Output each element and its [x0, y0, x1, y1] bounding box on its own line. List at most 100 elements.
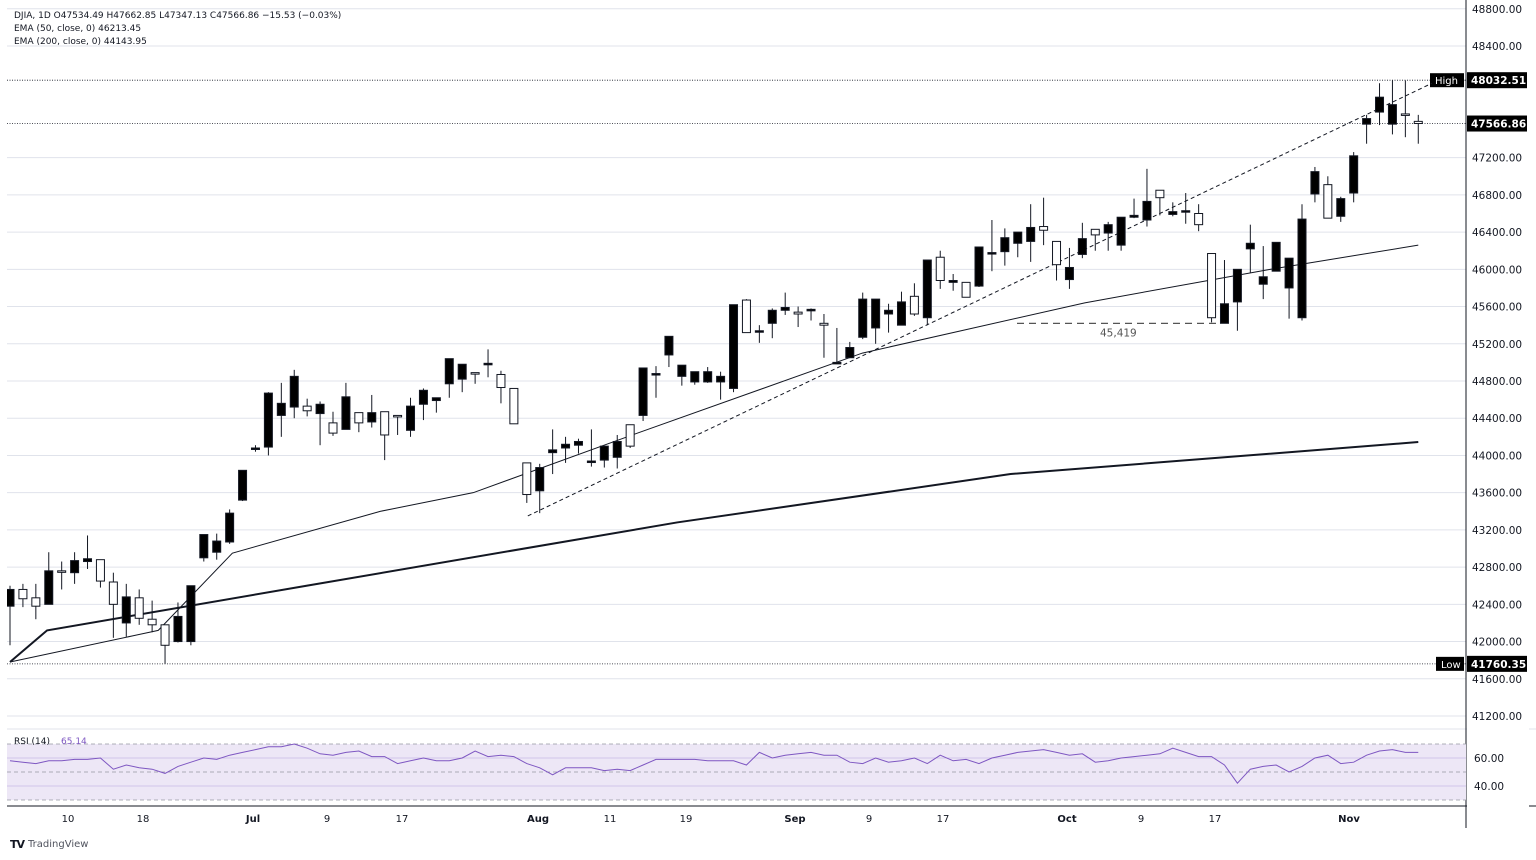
- candle[interactable]: [315, 403, 325, 415]
- candle[interactable]: [173, 615, 183, 643]
- candle[interactable]: [44, 570, 54, 605]
- candle[interactable]: [328, 422, 338, 434]
- candle[interactable]: [806, 308, 816, 312]
- candle[interactable]: [483, 362, 493, 366]
- candle[interactable]: [238, 469, 248, 501]
- candle[interactable]: [1194, 213, 1204, 226]
- candle[interactable]: [18, 588, 28, 600]
- candle[interactable]: [470, 372, 480, 375]
- candle[interactable]: [1013, 231, 1023, 244]
- candle[interactable]: [1387, 104, 1397, 125]
- candle[interactable]: [57, 570, 67, 573]
- candle[interactable]: [677, 364, 687, 377]
- candle[interactable]: [1219, 303, 1229, 324]
- candle[interactable]: [1258, 276, 1268, 285]
- candle[interactable]: [509, 387, 519, 425]
- candle[interactable]: [548, 449, 558, 454]
- candle[interactable]: [974, 246, 984, 287]
- candle[interactable]: [716, 375, 726, 383]
- candle[interactable]: [1103, 224, 1113, 234]
- candle[interactable]: [225, 512, 235, 543]
- candle[interactable]: [1168, 211, 1178, 215]
- candle[interactable]: [741, 299, 751, 334]
- candle[interactable]: [31, 597, 41, 607]
- tradingview-footer[interactable]: TV TradingView: [10, 838, 88, 851]
- candle[interactable]: [935, 256, 945, 282]
- candle[interactable]: [896, 301, 906, 326]
- candle[interactable]: [444, 358, 454, 385]
- candle[interactable]: [95, 559, 105, 582]
- candle[interactable]: [380, 411, 390, 436]
- candle[interactable]: [780, 306, 790, 311]
- candle[interactable]: [1129, 214, 1139, 218]
- candle[interactable]: [535, 467, 545, 492]
- candle[interactable]: [1245, 242, 1255, 250]
- candle[interactable]: [1077, 238, 1087, 255]
- candle[interactable]: [302, 405, 312, 412]
- candle[interactable]: [1064, 266, 1074, 281]
- candlestick-chart[interactable]: 48800.00 48400.00 47200.00 46800.00 46400.00…: [7, 0, 1536, 835]
- candle[interactable]: [1026, 226, 1036, 242]
- candle[interactable]: [496, 373, 506, 389]
- candle[interactable]: [664, 335, 674, 356]
- candle[interactable]: [250, 447, 260, 450]
- candle[interactable]: [1090, 228, 1100, 236]
- candle[interactable]: [948, 280, 958, 283]
- candle[interactable]: [871, 298, 881, 329]
- candle[interactable]: [1232, 268, 1242, 303]
- candle[interactable]: [406, 405, 416, 431]
- candle[interactable]: [134, 597, 144, 619]
- candle[interactable]: [1310, 171, 1320, 195]
- candle[interactable]: [431, 397, 441, 402]
- candle[interactable]: [922, 259, 932, 319]
- candle[interactable]: [160, 624, 170, 646]
- candle[interactable]: [263, 392, 273, 448]
- candle[interactable]: [212, 540, 222, 553]
- candle[interactable]: [1207, 253, 1217, 319]
- candle[interactable]: [832, 361, 842, 365]
- candle[interactable]: [121, 596, 131, 624]
- candle[interactable]: [289, 375, 299, 408]
- candle[interactable]: [1297, 218, 1307, 319]
- candle[interactable]: [1271, 241, 1281, 272]
- candle[interactable]: [1284, 257, 1294, 289]
- candle[interactable]: [1323, 184, 1333, 219]
- candle[interactable]: [599, 445, 609, 461]
- candle[interactable]: [1000, 237, 1010, 253]
- candle[interactable]: [7, 588, 15, 607]
- candle[interactable]: [767, 309, 777, 324]
- candle[interactable]: [1181, 210, 1191, 213]
- candle[interactable]: [961, 281, 971, 298]
- candle[interactable]: [625, 424, 635, 447]
- candle[interactable]: [1400, 113, 1410, 116]
- candle[interactable]: [70, 560, 80, 574]
- candle[interactable]: [1413, 120, 1423, 125]
- candle[interactable]: [690, 371, 700, 383]
- candle[interactable]: [341, 396, 351, 430]
- candle[interactable]: [522, 462, 532, 496]
- candle[interactable]: [573, 440, 583, 446]
- candle[interactable]: [1375, 96, 1385, 113]
- candle[interactable]: [83, 558, 93, 563]
- candle[interactable]: [729, 304, 739, 389]
- candle[interactable]: [418, 389, 428, 405]
- candle[interactable]: [1349, 155, 1359, 194]
- candle[interactable]: [651, 373, 661, 376]
- candle[interactable]: [147, 618, 157, 626]
- candle[interactable]: [909, 295, 919, 315]
- candle[interactable]: [108, 581, 118, 605]
- candle[interactable]: [884, 309, 894, 315]
- candle[interactable]: [638, 367, 648, 416]
- candle[interactable]: [1362, 118, 1372, 125]
- candle[interactable]: [457, 363, 467, 380]
- candle[interactable]: [703, 371, 713, 383]
- candle[interactable]: [186, 585, 196, 643]
- candle[interactable]: [1116, 216, 1126, 246]
- candle[interactable]: [987, 252, 997, 255]
- candle[interactable]: [754, 330, 764, 333]
- candle[interactable]: [1336, 198, 1346, 217]
- candle[interactable]: [793, 311, 803, 315]
- candle[interactable]: [561, 443, 571, 449]
- candle[interactable]: [354, 412, 364, 424]
- candle[interactable]: [393, 414, 403, 418]
